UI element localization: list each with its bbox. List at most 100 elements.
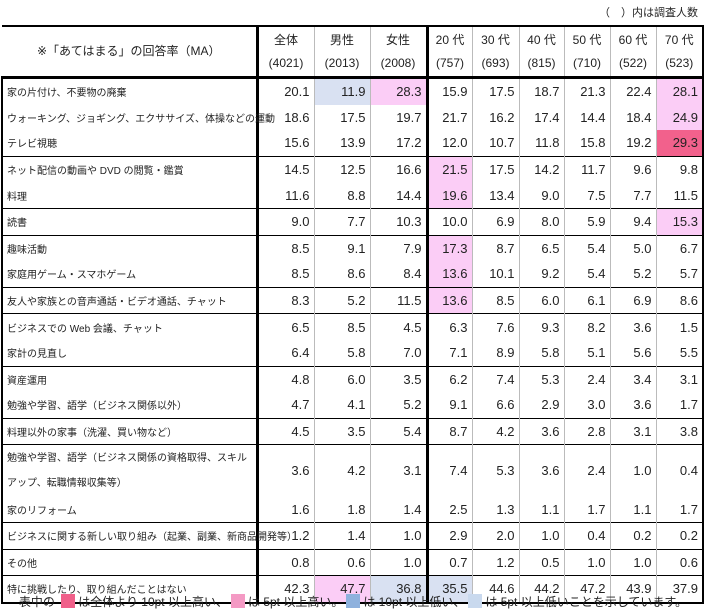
value-cell: 2.9 xyxy=(518,392,564,419)
value-cell: 17.3 xyxy=(425,234,472,262)
value-cell: 5.5 xyxy=(655,339,704,367)
value-cell: 12.5 xyxy=(313,155,370,183)
row-label: 趣味活動 xyxy=(1,234,257,262)
value-cell: 1.6 xyxy=(255,496,314,523)
row-label: その他 xyxy=(1,548,257,576)
value-cell: 14.5 xyxy=(255,155,314,183)
value-cell: 2.9 xyxy=(425,521,472,549)
row-label: ビジネスに関する新しい取り組み（起業、副業、新商品開発等） xyxy=(1,521,297,549)
value-cell: 1.0 xyxy=(369,521,427,549)
value-cell: 14.4 xyxy=(369,182,427,209)
value-cell: 18.6 xyxy=(255,104,314,131)
legend-text: は 10pt 以上低い、 xyxy=(363,595,466,609)
value-cell: 3.6 xyxy=(518,417,564,445)
value-cell: 7.7 xyxy=(313,207,370,236)
column-header: 60 代 (522) xyxy=(609,25,656,79)
column-name: 60 代 xyxy=(618,32,648,47)
table-row: 趣味活動 8.5 9.1 7.9 17.3 8.7 6.5 5.4 5.0 6.7 xyxy=(1,234,704,262)
value-cell: 1.1 xyxy=(518,496,564,523)
value-cell: 1.1 xyxy=(609,496,656,523)
column-name: 30 代 xyxy=(481,32,510,47)
value-cell: 9.4 xyxy=(609,207,656,236)
column-header: 50 代 (710) xyxy=(563,25,610,79)
value-cell: 5.9 xyxy=(563,207,610,236)
value-cell: 8.8 xyxy=(313,182,370,209)
value-cell: 29.3 xyxy=(655,130,704,157)
table-row: ビジネスでの Web 会議、チャット 6.5 8.5 4.5 6.3 7.6 9.3 8.2 3… xyxy=(1,313,704,340)
value-cell: 17.5 xyxy=(313,104,370,131)
value-cell: 12.0 xyxy=(425,130,472,157)
value-cell: 5.4 xyxy=(563,234,610,262)
value-cell: 11.5 xyxy=(655,182,704,209)
row-label: 家計の見直し xyxy=(1,339,257,367)
value-cell: 28.3 xyxy=(369,77,427,105)
value-cell: 7.4 xyxy=(425,444,472,497)
row-label: テレビ視聴 xyxy=(1,130,257,157)
survey-results-table: ※「あてはまる」の回答率（MA） 全体 (4021) 男性 (2013) 女性 (2008… xyxy=(1,25,704,604)
column-header: 女性 (2008) xyxy=(369,25,427,79)
value-cell: 6.4 xyxy=(255,339,314,367)
value-cell: 16.6 xyxy=(369,155,427,183)
value-cell: 21.5 xyxy=(425,155,472,183)
value-cell: 6.5 xyxy=(518,234,564,262)
value-cell: 6.7 xyxy=(655,234,704,262)
value-cell: 1.0 xyxy=(609,548,656,576)
value-cell: 3.6 xyxy=(609,392,656,419)
value-cell: 43.9 xyxy=(609,575,656,604)
table-row: 家のリフォーム 1.6 1.8 1.4 2.5 1.3 1.1 1.7 1.1 1.7 xyxy=(1,496,704,523)
column-sample-size: (710) xyxy=(572,55,601,70)
table-row: 資産運用 4.8 6.0 3.5 6.2 7.4 5.3 2.4 3.4 3.1 xyxy=(1,365,704,393)
value-cell: 8.3 xyxy=(255,286,314,314)
value-cell: 11.7 xyxy=(563,155,610,183)
legend-text: は 5pt 以上高い。 xyxy=(247,595,344,609)
legend-swatch xyxy=(230,594,245,608)
legend-text: は 5pt 以上低いことを示しています。 xyxy=(485,595,688,609)
table-row: ビジネスに関する新しい取り組み（起業、副業、新商品開発等） 1.2 1.4 1.0 2.… xyxy=(1,521,704,549)
column-sample-size: (4021) xyxy=(268,55,304,70)
value-cell: 13.6 xyxy=(425,261,472,288)
value-cell: 5.4 xyxy=(369,417,427,445)
value-cell: 7.6 xyxy=(471,313,519,340)
value-cell: 8.4 xyxy=(369,261,427,288)
value-cell: 42.3 xyxy=(255,575,314,604)
value-cell: 0.6 xyxy=(313,548,370,576)
value-cell: 6.9 xyxy=(471,207,519,236)
value-cell: 5.2 xyxy=(369,392,427,419)
column-sample-size: (693) xyxy=(481,55,510,70)
header-row: ※「あてはまる」の回答率（MA） 全体 (4021) 男性 (2013) 女性 (2008… xyxy=(2,25,704,79)
value-cell: 13.6 xyxy=(425,286,472,314)
value-cell: 47.7 xyxy=(313,575,370,604)
value-cell: 1.2 xyxy=(471,548,519,576)
value-cell: 11.9 xyxy=(313,77,370,105)
value-cell: 15.6 xyxy=(255,130,314,157)
value-cell: 17.5 xyxy=(471,77,519,105)
value-cell: 1.0 xyxy=(369,548,427,576)
value-cell: 0.4 xyxy=(655,444,704,497)
value-cell: 37.9 xyxy=(655,575,704,604)
table-row: テレビ視聴 15.6 13.9 17.2 12.0 10.7 11.8 15.8 19.2 29.… xyxy=(1,130,704,157)
row-label: 勉強や学習、語学（ビジネス関係以外） xyxy=(1,392,257,419)
value-cell: 2.5 xyxy=(425,496,472,523)
column-header: 20 代 (757) xyxy=(425,25,472,79)
value-cell: 9.0 xyxy=(518,182,564,209)
column-header: 30 代 (693) xyxy=(471,25,519,79)
value-cell: 6.0 xyxy=(518,286,564,314)
value-cell: 0.5 xyxy=(518,548,564,576)
value-cell: 24.9 xyxy=(655,104,704,131)
value-cell: 1.7 xyxy=(563,496,610,523)
value-cell: 7.4 xyxy=(471,365,519,393)
value-cell: 47.2 xyxy=(563,575,610,604)
value-cell: 4.2 xyxy=(313,444,370,497)
value-cell: 5.2 xyxy=(609,261,656,288)
value-cell: 3.1 xyxy=(369,444,427,497)
value-cell: 7.9 xyxy=(369,234,427,262)
value-cell: 6.0 xyxy=(313,365,370,393)
column-sample-size: (523) xyxy=(665,55,694,70)
value-cell: 13.4 xyxy=(471,182,519,209)
table-row: 家計の見直し 6.4 5.8 7.0 7.1 8.9 5.8 5.1 5.6 5.5 xyxy=(1,339,704,367)
legend-swatch xyxy=(61,594,76,608)
value-cell: 3.6 xyxy=(609,313,656,340)
column-name: 70 代 xyxy=(664,32,694,47)
row-label: 資産運用 xyxy=(1,365,257,393)
value-cell: 18.4 xyxy=(609,104,656,131)
